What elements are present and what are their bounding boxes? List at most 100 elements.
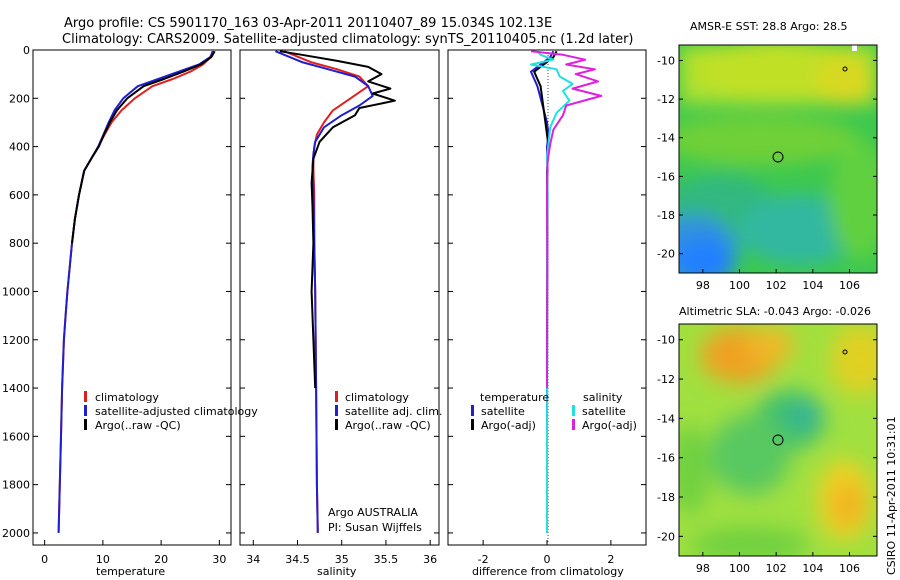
series-line [57, 50, 215, 533]
legend-swatch-sal-argo [572, 419, 575, 430]
map-x-tick-label: 106 [839, 562, 860, 575]
difference-ticks: -2 0 2 [448, 49, 646, 566]
x-tick-label: 10 [96, 553, 110, 566]
y-tick-label: 1400 [2, 382, 30, 395]
temperature-xlabel: temperature [96, 565, 165, 578]
sla-argo-position-marker [772, 434, 784, 446]
salinity-annotation-line2: PI: Susan Wijffels [328, 521, 422, 534]
legend-label-argo: Argo(..raw -QC) [95, 419, 181, 432]
map-y-tick-label: -20 [657, 248, 675, 261]
y-tick-label: 2000 [2, 527, 30, 540]
salinity-annotation-line1: Argo AUSTRALIA [328, 506, 418, 519]
legend-label-temp-satellite: satellite [481, 405, 525, 418]
legend-swatch-argo [84, 419, 87, 430]
temperature-axes-frame [32, 49, 232, 546]
figure-title-line1: Argo profile: CS 5901170_163 03-Apr-2011… [64, 16, 552, 31]
y-tick-label: 800 [9, 237, 30, 250]
map-x-tick-label: 100 [729, 562, 750, 575]
y-tick-label: 1600 [2, 430, 30, 443]
salinity-lines [275, 50, 396, 533]
sst-map-title: AMSR-E SST: 28.8 Argo: 28.5 [690, 20, 848, 33]
map-x-tick-label: 104 [802, 562, 823, 575]
legend-swatch-satellite [84, 405, 87, 416]
map-y-tick-label: -10 [657, 334, 675, 347]
map-y-tick-label: -20 [657, 530, 675, 543]
temperature-legend: climatology satellite-adjusted climatolo… [84, 391, 258, 432]
y-tick-label: 600 [9, 189, 30, 202]
legend-label-satellite: satellite-adjusted climatology [95, 405, 258, 418]
sst-map-panel: AMSR-E SST: 28.8 Argo: 28.5 98 100 102 104 1… [657, 20, 878, 292]
map-y-tick-label: -12 [657, 93, 675, 106]
sst-map-frame [678, 44, 878, 274]
y-tick-label: 1800 [2, 479, 30, 492]
legend-swatch-temp-argo [471, 419, 474, 430]
map-x-tick-label: 106 [839, 279, 860, 292]
map-x-tick-label: 98 [696, 279, 710, 292]
x-tick-label: 0 [41, 553, 48, 566]
map-x-tick-label: 102 [766, 279, 787, 292]
x-tick-label: 30 [212, 553, 226, 566]
map-y-tick-label: -16 [657, 170, 675, 183]
legend-swatch-argo [335, 419, 338, 430]
sla-map-frame [678, 323, 878, 557]
sla-map-title: Altimetric SLA: -0.043 Argo: -0.026 [679, 305, 871, 318]
difference-panel: -2 0 2 difference from climatology tempera… [447, 49, 647, 578]
sst-argo-position-marker [772, 151, 784, 163]
map-y-tick-label: -14 [657, 132, 675, 145]
csiro-timestamp-stamp: CSIRO 11-Apr-2011 10:31:01 [885, 416, 898, 575]
difference-xlabel: difference from climatology [472, 565, 624, 578]
legend-swatch-climatology [335, 391, 338, 402]
map-y-tick-label: -18 [657, 209, 675, 222]
series-line [533, 50, 558, 340]
x-tick-label: 35 [335, 553, 349, 566]
legend-label-temp-argo: Argo(-adj) [481, 419, 536, 432]
legend-label-satellite: satellite adj. clim. [345, 405, 442, 418]
map-y-tick-label: -12 [657, 373, 675, 386]
legend-swatch-temp-satellite [471, 405, 474, 416]
series-line [530, 50, 603, 389]
legend-swatch-sal-satellite [572, 405, 575, 416]
map-x-tick-label: 98 [696, 562, 710, 575]
x-tick-label: 35.5 [374, 553, 399, 566]
series-line [279, 50, 396, 389]
legend-label-sal-argo: Argo(-adj) [582, 419, 637, 432]
x-tick-label: 36 [423, 553, 437, 566]
legend-label-sal-satellite: satellite [582, 405, 626, 418]
legend-heading-salinity: salinity [583, 391, 623, 404]
difference-lines [530, 50, 603, 533]
salinity-axes-frame [239, 49, 440, 546]
sla-map-ticks: 98 100 102 104 106 -10 -12 -14 -16 -18 -20 [657, 334, 877, 575]
x-tick-label: 34 [246, 553, 260, 566]
legend-label-climatology: climatology [345, 391, 409, 404]
series-line [530, 50, 555, 533]
map-y-tick-label: -18 [657, 491, 675, 504]
difference-legend: temperature satellite Argo(-adj) salinit… [471, 391, 637, 432]
salinity-legend: climatology satellite adj. clim. Argo(..… [335, 391, 442, 432]
y-tick-label: 1200 [2, 334, 30, 347]
series-line [283, 50, 370, 533]
x-tick-label: 20 [154, 553, 168, 566]
sst-map-ticks: 98 100 102 104 106 -10 -12 -14 -16 -18 -20 [657, 54, 877, 292]
salinity-panel: 34 34.5 35 35.5 36 salinity climatology sate… [239, 49, 442, 578]
series-line [57, 50, 214, 533]
sst-map-field [679, 45, 877, 273]
temperature-panel: 0 10 20 30 0 200 400 600 800 1000 1200 1400 1600 1800… [2, 44, 258, 578]
legend-label-climatology: climatology [95, 391, 159, 404]
y-tick-label: 0 [23, 44, 30, 57]
x-tick-label: 2 [607, 553, 614, 566]
sla-small-marker [842, 349, 848, 355]
y-tick-label: 1000 [2, 285, 30, 298]
salinity-xlabel: salinity [317, 565, 357, 578]
temperature-lines [57, 50, 216, 533]
series-line [530, 50, 574, 533]
series-line [275, 50, 374, 533]
series-line [71, 50, 216, 244]
sla-map-field [679, 324, 877, 556]
map-x-tick-label: 102 [766, 562, 787, 575]
map-y-tick-label: -14 [657, 412, 675, 425]
legend-label-argo: Argo(..raw -QC) [345, 419, 431, 432]
y-tick-label: 200 [9, 92, 30, 105]
y-tick-label: 400 [9, 141, 30, 154]
legend-swatch-climatology [84, 391, 87, 402]
